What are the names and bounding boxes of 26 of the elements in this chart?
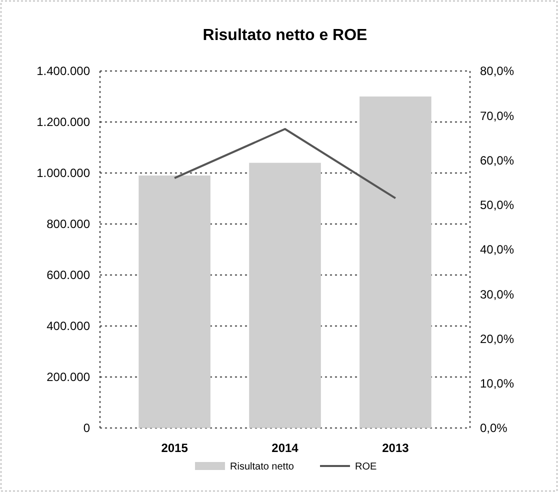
x-tick-label: 2014 (272, 441, 299, 455)
y2-tick-label: 50,0% (480, 198, 514, 212)
y-tick-label: 1.400.000 (36, 64, 90, 78)
chart-title: Risultato netto e ROE (202, 27, 368, 44)
y2-tick-label: 10,0% (480, 376, 514, 391)
y2-tick-label: 80,0% (480, 64, 514, 78)
y2-tick-label: 40,0% (480, 242, 514, 257)
bar (360, 96, 432, 428)
y2-tick-label: 20,0% (480, 332, 514, 346)
legend-label: Risultato netto (230, 462, 294, 472)
bar (249, 162, 321, 428)
y-tick-label: 1.200.000 (36, 115, 90, 130)
y-tick-label: 0 (83, 421, 90, 436)
y2-tick-label: 0,0% (480, 421, 508, 436)
y-tick-label: 200.000 (46, 370, 90, 384)
bar (138, 176, 210, 428)
y-tick-label: 600.000 (46, 268, 90, 282)
y-tick-label: 800.000 (46, 217, 90, 232)
y2-tick-label: 60,0% (480, 153, 514, 168)
x-tick-label: 2013 (382, 441, 410, 455)
y2-tick-label: 70,0% (480, 108, 514, 123)
x-tick-label: 2015 (161, 441, 188, 455)
y-tick-label: 400.000 (46, 319, 90, 334)
legend-label: ROE (355, 462, 377, 472)
y2-tick-label: 30,0% (480, 287, 514, 302)
y-tick-label: 1.000.000 (36, 166, 90, 180)
